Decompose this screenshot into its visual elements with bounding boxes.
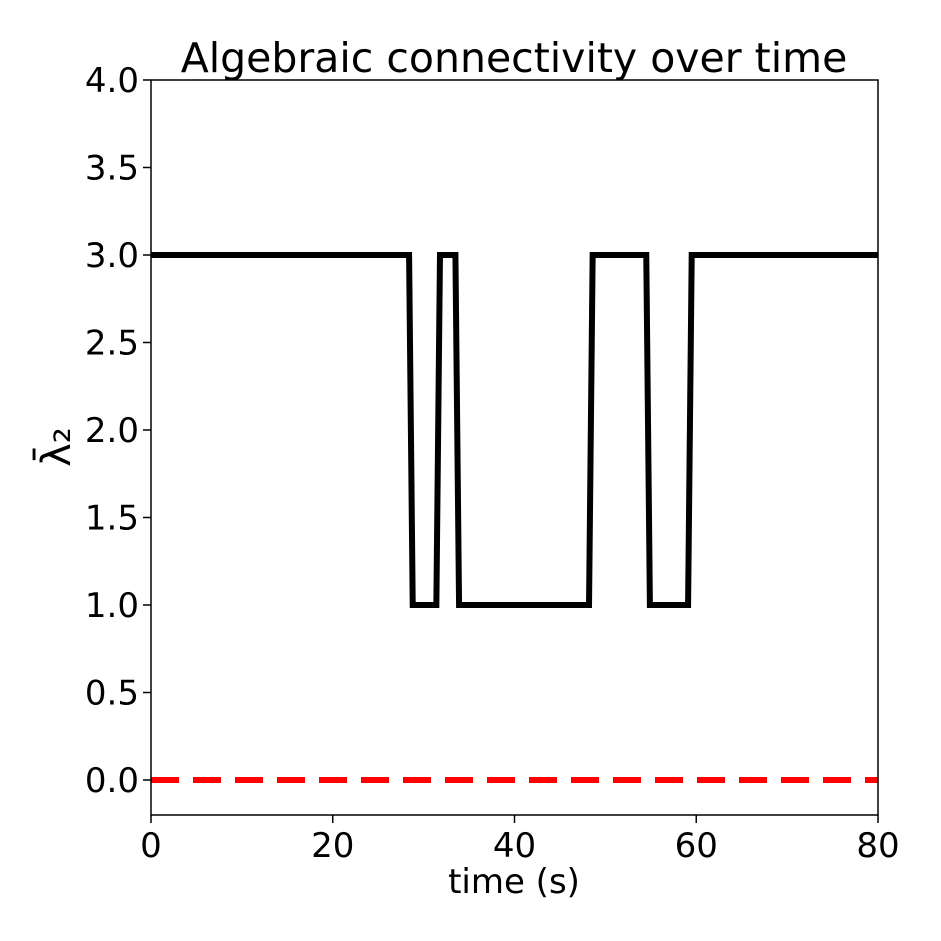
data-line (151, 252, 878, 608)
chart-title: Algebraic connectivity over time (181, 34, 848, 82)
y-axis-label: λ̄₂ (32, 427, 80, 467)
x-tick-label: 80 (856, 826, 899, 866)
y-tick-label: 1.0 (85, 586, 139, 626)
x-tick-label: 20 (311, 826, 354, 866)
x-axis-label: time (s) (448, 862, 580, 902)
y-tick-label: 4.0 (85, 61, 139, 101)
x-tick-label: 40 (493, 826, 536, 866)
x-tick-label: 0 (140, 826, 162, 866)
y-tick-label: 3.0 (85, 236, 139, 276)
y-tick-label: 2.5 (85, 324, 139, 364)
y-tick-label: 1.5 (85, 499, 139, 539)
y-tick-label: 0.5 (85, 674, 139, 714)
plot-frame (150, 79, 879, 816)
x-tick-label: 60 (675, 826, 718, 866)
y-tick-label: 2.0 (85, 411, 139, 451)
y-tick-label: 3.5 (85, 149, 139, 189)
y-tick-label: 0.0 (85, 761, 139, 801)
